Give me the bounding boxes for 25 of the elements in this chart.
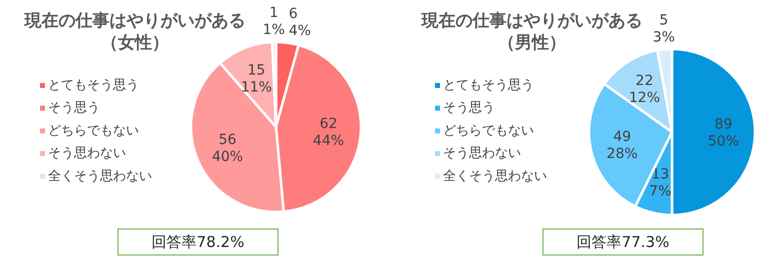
legend-label: とてもそう思う [443, 78, 534, 93]
legend-label: そう思う [443, 100, 495, 116]
data-label: 22 12% [628, 73, 660, 106]
legend-label: とてもそう思う [48, 78, 139, 93]
text: 回答率78.2% [152, 233, 244, 251]
data-label: 62 44% [312, 116, 344, 150]
text: （男性） [498, 33, 566, 53]
text: 回答率77.3% [576, 233, 670, 251]
legend-label: そう思わない [443, 146, 521, 162]
data-label: 15 11% [240, 62, 272, 96]
data-label: 56 40% [212, 132, 244, 166]
text: （女性） [101, 33, 169, 53]
legend-label: どちらでもない [443, 123, 534, 138]
legend-label: 全くそう思わない [48, 168, 152, 184]
chart-title: 現在の仕事はやりがいがある [420, 11, 642, 31]
legend-label: そう思わない [48, 146, 126, 162]
data-label: 49 28% [606, 129, 638, 162]
legend-label: 全くそう思わない [443, 168, 547, 184]
data-label: 89 50% [708, 116, 740, 150]
data-label: 6 4% [288, 6, 311, 39]
legend-label: どちらでもない [48, 123, 139, 138]
data-label: 1 1% [262, 5, 285, 38]
chart-title: 現在の仕事はやりがいがある [24, 11, 246, 31]
legend-label: そう思う [48, 100, 100, 116]
data-label: 5 3% [652, 12, 675, 46]
